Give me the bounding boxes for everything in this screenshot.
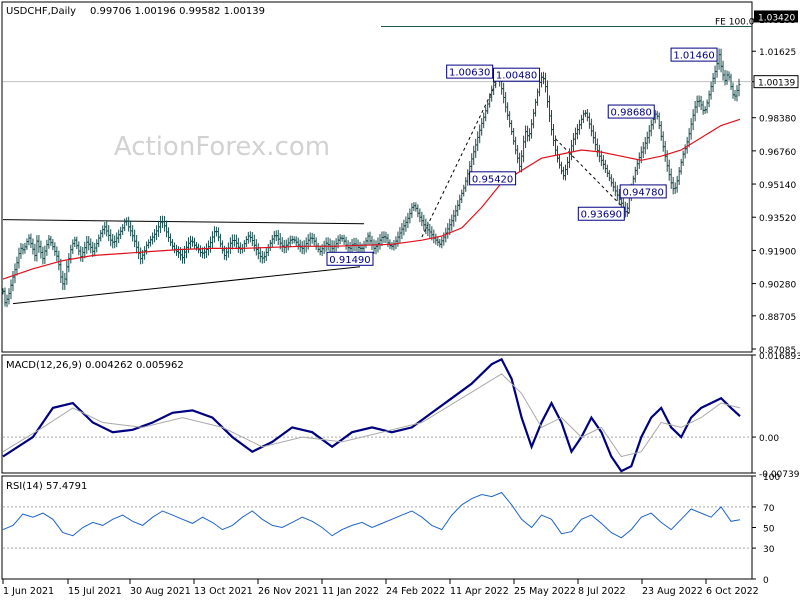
x-tick: 23 Aug 2022 [642,586,703,597]
moving-average-line [2,118,741,280]
rsi-title: RSI(14) 57.4791 [6,481,87,492]
price-label: 0.95420 [469,171,517,186]
last-price-text: 1.00139 [758,79,795,89]
fe-value-tag [754,10,798,23]
macd-panel-frame [1,354,753,474]
price-label: 1.01460 [670,47,718,62]
price-label-text: 0.95420 [472,174,513,185]
price-label-text: 0.94780 [623,187,664,198]
macd-y-tick: -0.007393 [759,470,800,480]
rsi-layer [2,491,752,549]
macd-layer [2,357,752,473]
rsi-y-tick: 50 [763,525,775,535]
price-label-box [607,104,655,119]
price-label-box [577,206,625,221]
watermark: ActionForex.com [114,132,330,162]
price-panel-frame [1,1,753,353]
price-y-tick: 1.01625 [759,48,796,58]
x-tick: 25 May 2022 [514,586,576,597]
x-tick: 1 Jun 2021 [3,586,54,597]
price-label: 0.91490 [326,251,374,266]
fib-line-0 [421,71,503,238]
triangle-lower-line [12,266,361,305]
price-label-box [493,67,541,82]
x-tick: 15 Jul 2021 [68,586,122,597]
x-tick: 11 Jan 2022 [322,586,379,597]
price-label-box [446,64,494,79]
price-label-text: 0.98680 [611,108,652,119]
last-price-tag [753,75,799,89]
x-tick: 24 Feb 2022 [386,586,445,597]
rsi-y-tick: 70 [763,504,775,514]
price-y-tick: 0.98380 [759,115,796,125]
macd-title: MACD(12,26,9) 0.004262 0.005962 [6,360,184,371]
price-label: 1.00630 [446,64,494,79]
macd-signal-line [2,373,741,458]
price-bars [1,48,741,308]
price-label: 0.93690 [577,206,625,221]
fe-value-text: 1.03420 [758,13,795,23]
price-label: 1.00480 [493,67,541,82]
price-y-tick: 0.91900 [759,247,796,257]
fib-line-1 [555,138,630,215]
price-label-text: 0.93690 [581,210,622,221]
rsi-y-tick: 30 [763,545,775,555]
macd-y-tick: 0.016893 [759,352,800,362]
price-y-tick: 0.93520 [759,214,796,224]
price-y-tick: 0.96760 [759,148,796,158]
x-tick: 26 Nov 2021 [258,586,319,597]
symbol-title: USDCHF,Daily [6,6,76,17]
x-tick: 13 Oct 2021 [194,586,253,597]
rsi-y-tick: 100 [763,473,780,483]
price-y-tick: 0.87085 [759,346,796,356]
price-y-tick: 0.90280 [759,281,796,291]
macd-line [2,357,741,473]
x-tick: 6 Oct 2022 [706,586,759,597]
macd-y-tick: 0.00 [759,434,779,444]
rsi-line [2,491,741,539]
price-y-tick: 0.95140 [759,181,796,191]
price-layer: FE 100.0 1.00630 1.00480 0.95420 0.91490 1.01… [1,17,755,308]
x-tick: 30 Aug 2021 [130,586,191,597]
price-label-text: 0.91490 [329,255,370,266]
rsi-y-tick: 0 [763,576,769,586]
price-label-box [670,47,718,62]
price-label-text: 1.00630 [449,68,490,79]
fe-label: FE 100.0 [715,17,755,27]
price-label: 0.94780 [619,184,667,199]
price-label-text: 1.01460 [673,51,714,62]
x-tick: 11 Apr 2022 [450,586,509,597]
rsi-panel-frame [1,475,753,580]
price-label-text: 1.00480 [496,71,537,82]
x-tick: 8 Jul 2022 [578,586,626,597]
axis-layer: 1.031951.016251.001390.983800.967600.951… [2,10,800,597]
price-label: 0.98680 [607,104,655,119]
ohlc-header: 0.99706 1.00196 0.99582 1.00139 [90,6,265,17]
price-y-tick: 0.88705 [759,313,796,323]
price-label-box [619,184,667,199]
price-label-box [326,251,374,266]
price-label-box [469,171,517,186]
triangle-upper-line [2,219,365,225]
